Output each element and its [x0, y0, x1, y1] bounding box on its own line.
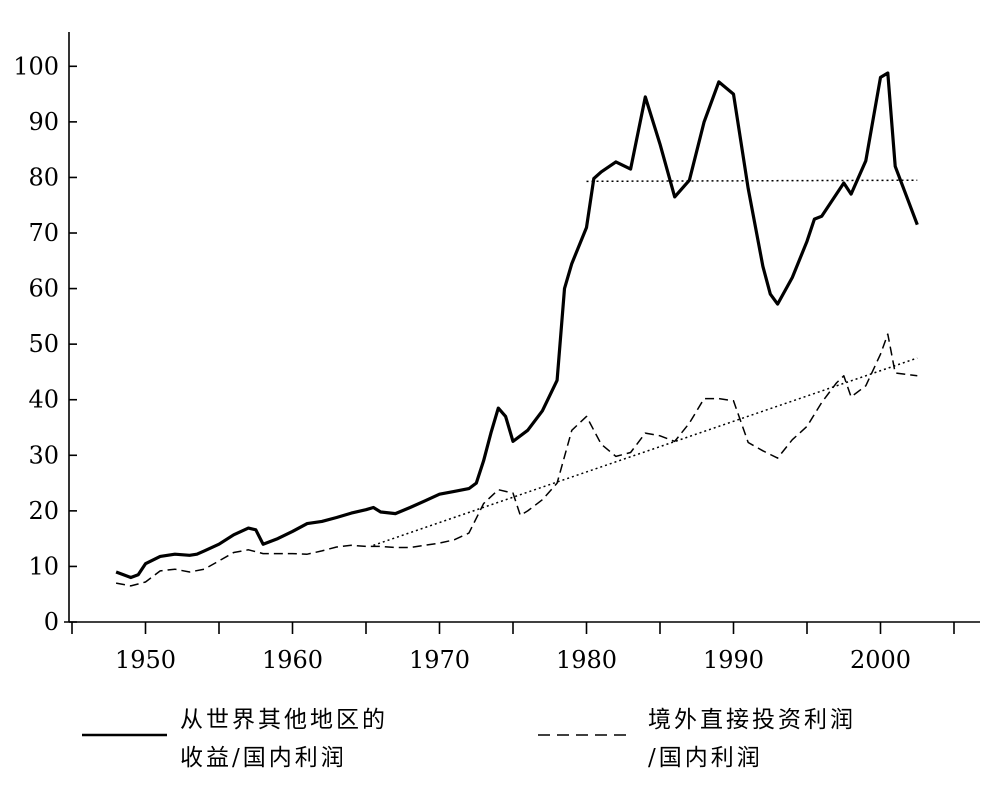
series-lines [115, 71, 919, 587]
y-tick-label: 100 [13, 52, 59, 80]
trend-lines [373, 179, 918, 547]
x-tick-label: 1970 [409, 646, 470, 674]
y-tick-label: 0 [44, 608, 59, 636]
y-tick-label: 10 [28, 552, 59, 580]
x-ticks: 1950 1960 1970 1980 1990 2000 [71, 622, 955, 674]
series-line-dashed [115, 333, 918, 587]
y-tick-label: 70 [28, 219, 59, 247]
y-tick-label: 80 [28, 163, 59, 191]
x-tick-label: 1990 [703, 646, 764, 674]
y-tick-label: 50 [28, 330, 59, 358]
trend-line-2 [373, 357, 918, 547]
y-tick-label: 60 [28, 275, 59, 303]
x-tick-label: 1980 [556, 646, 617, 674]
y-tick-label: 40 [28, 386, 59, 414]
y-tick-label: 30 [28, 441, 59, 469]
legend-label: 从世界其他地区的 [180, 707, 388, 733]
y-tick-label: 90 [28, 108, 59, 136]
axes [64, 32, 980, 623]
series-line-solid [115, 71, 919, 580]
legend-label: 收益/国内利润 [180, 745, 347, 771]
x-tick-label: 2000 [850, 646, 911, 674]
legend-label: 境外直接投资利润 [648, 707, 856, 733]
x-tick-label: 1960 [262, 646, 323, 674]
y-tick-label: 20 [28, 497, 59, 525]
trend-line-1 [586, 179, 918, 183]
y-ticks: 0 10 20 30 40 50 60 70 80 90 100 [13, 52, 77, 636]
x-tick-label: 1950 [115, 646, 176, 674]
legend-item-dashed: 境外直接投资利润/国内利润 [538, 707, 856, 771]
legend-label: /国内利润 [648, 745, 763, 771]
